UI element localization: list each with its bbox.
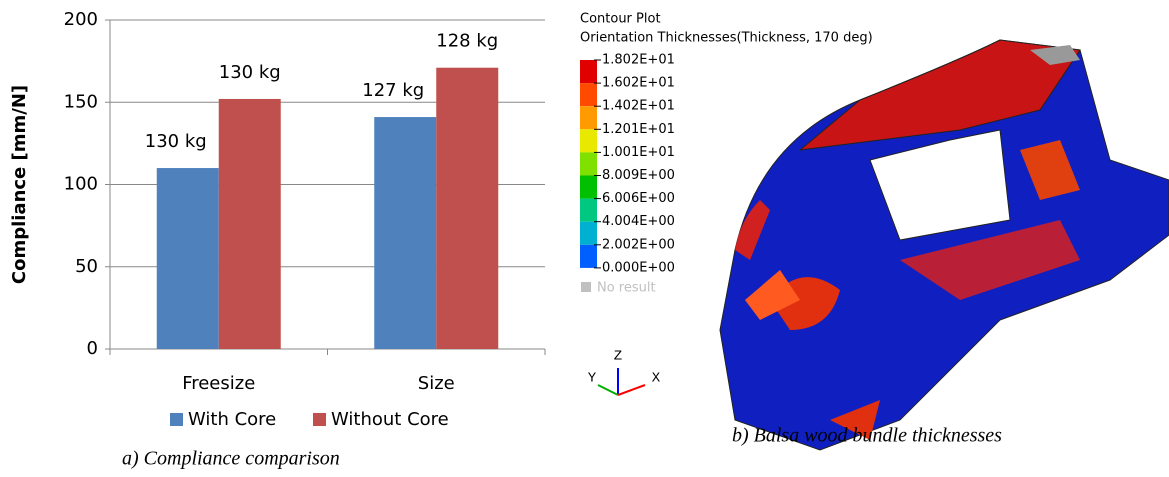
color-band bbox=[580, 83, 597, 106]
bar-annotation: 128 kg bbox=[436, 31, 498, 52]
level-label: 6.006E+00 bbox=[602, 191, 675, 206]
contour-title: Contour Plot bbox=[580, 12, 661, 27]
y-tick-label: 150 bbox=[64, 91, 98, 112]
axis-x-label: X bbox=[652, 371, 661, 387]
color-band bbox=[580, 245, 597, 268]
y-tick-label: 200 bbox=[64, 9, 98, 30]
caption: a) Compliance comparison bbox=[122, 448, 340, 470]
color-band bbox=[580, 152, 597, 175]
legend-swatch bbox=[313, 413, 326, 426]
bar bbox=[157, 168, 219, 349]
level-label: 1.802E+01 bbox=[602, 53, 675, 68]
bar bbox=[219, 99, 281, 349]
bar-annotation: 130 kg bbox=[145, 131, 207, 152]
level-label: 0.000E+00 bbox=[602, 260, 675, 275]
level-label: 1.602E+01 bbox=[602, 76, 675, 91]
bar-annotation: 127 kg bbox=[362, 80, 424, 101]
color-band bbox=[580, 106, 597, 129]
bar bbox=[374, 117, 436, 349]
no-result-swatch bbox=[581, 282, 591, 292]
contour-subtitle: Orientation Thicknesses(Thickness, 170 d… bbox=[580, 31, 873, 46]
color-band bbox=[580, 199, 597, 222]
color-band bbox=[580, 176, 597, 199]
level-label: 1.402E+01 bbox=[602, 99, 675, 114]
y-axis-label: Compliance [mm/N] bbox=[9, 85, 30, 284]
color-band bbox=[580, 60, 597, 83]
legend-swatch bbox=[170, 413, 183, 426]
axis-y-label: Y bbox=[588, 371, 597, 387]
y-tick-label: 50 bbox=[75, 256, 98, 277]
bar bbox=[436, 68, 498, 349]
level-label: 4.004E+00 bbox=[602, 214, 675, 229]
axis-x bbox=[618, 385, 645, 395]
axis-y bbox=[598, 385, 618, 395]
no-result-label: No result bbox=[597, 281, 656, 296]
bar-annotation: 130 kg bbox=[219, 62, 281, 83]
axis-z-label: Z bbox=[614, 349, 622, 365]
x-tick-label: Size bbox=[418, 373, 455, 394]
level-label: 2.002E+00 bbox=[602, 237, 675, 252]
level-label: 1.001E+01 bbox=[602, 145, 675, 160]
x-tick-label: Freesize bbox=[182, 373, 255, 394]
level-label: 8.009E+00 bbox=[602, 168, 675, 183]
color-band bbox=[580, 222, 597, 245]
car-rendering bbox=[720, 40, 1169, 450]
legend-label: Without Core bbox=[331, 409, 449, 430]
y-tick-label: 0 bbox=[87, 338, 98, 359]
color-band bbox=[580, 129, 597, 152]
figure: 0 50 100 150 200 Compliance [mm/N] Freesize 130… bbox=[0, 0, 1169, 477]
level-label: 1.201E+01 bbox=[602, 122, 675, 137]
caption: b) Balsa wood bundle thicknesses bbox=[732, 425, 1002, 447]
y-tick-label: 100 bbox=[64, 174, 98, 195]
legend-label: With Core bbox=[188, 409, 276, 430]
